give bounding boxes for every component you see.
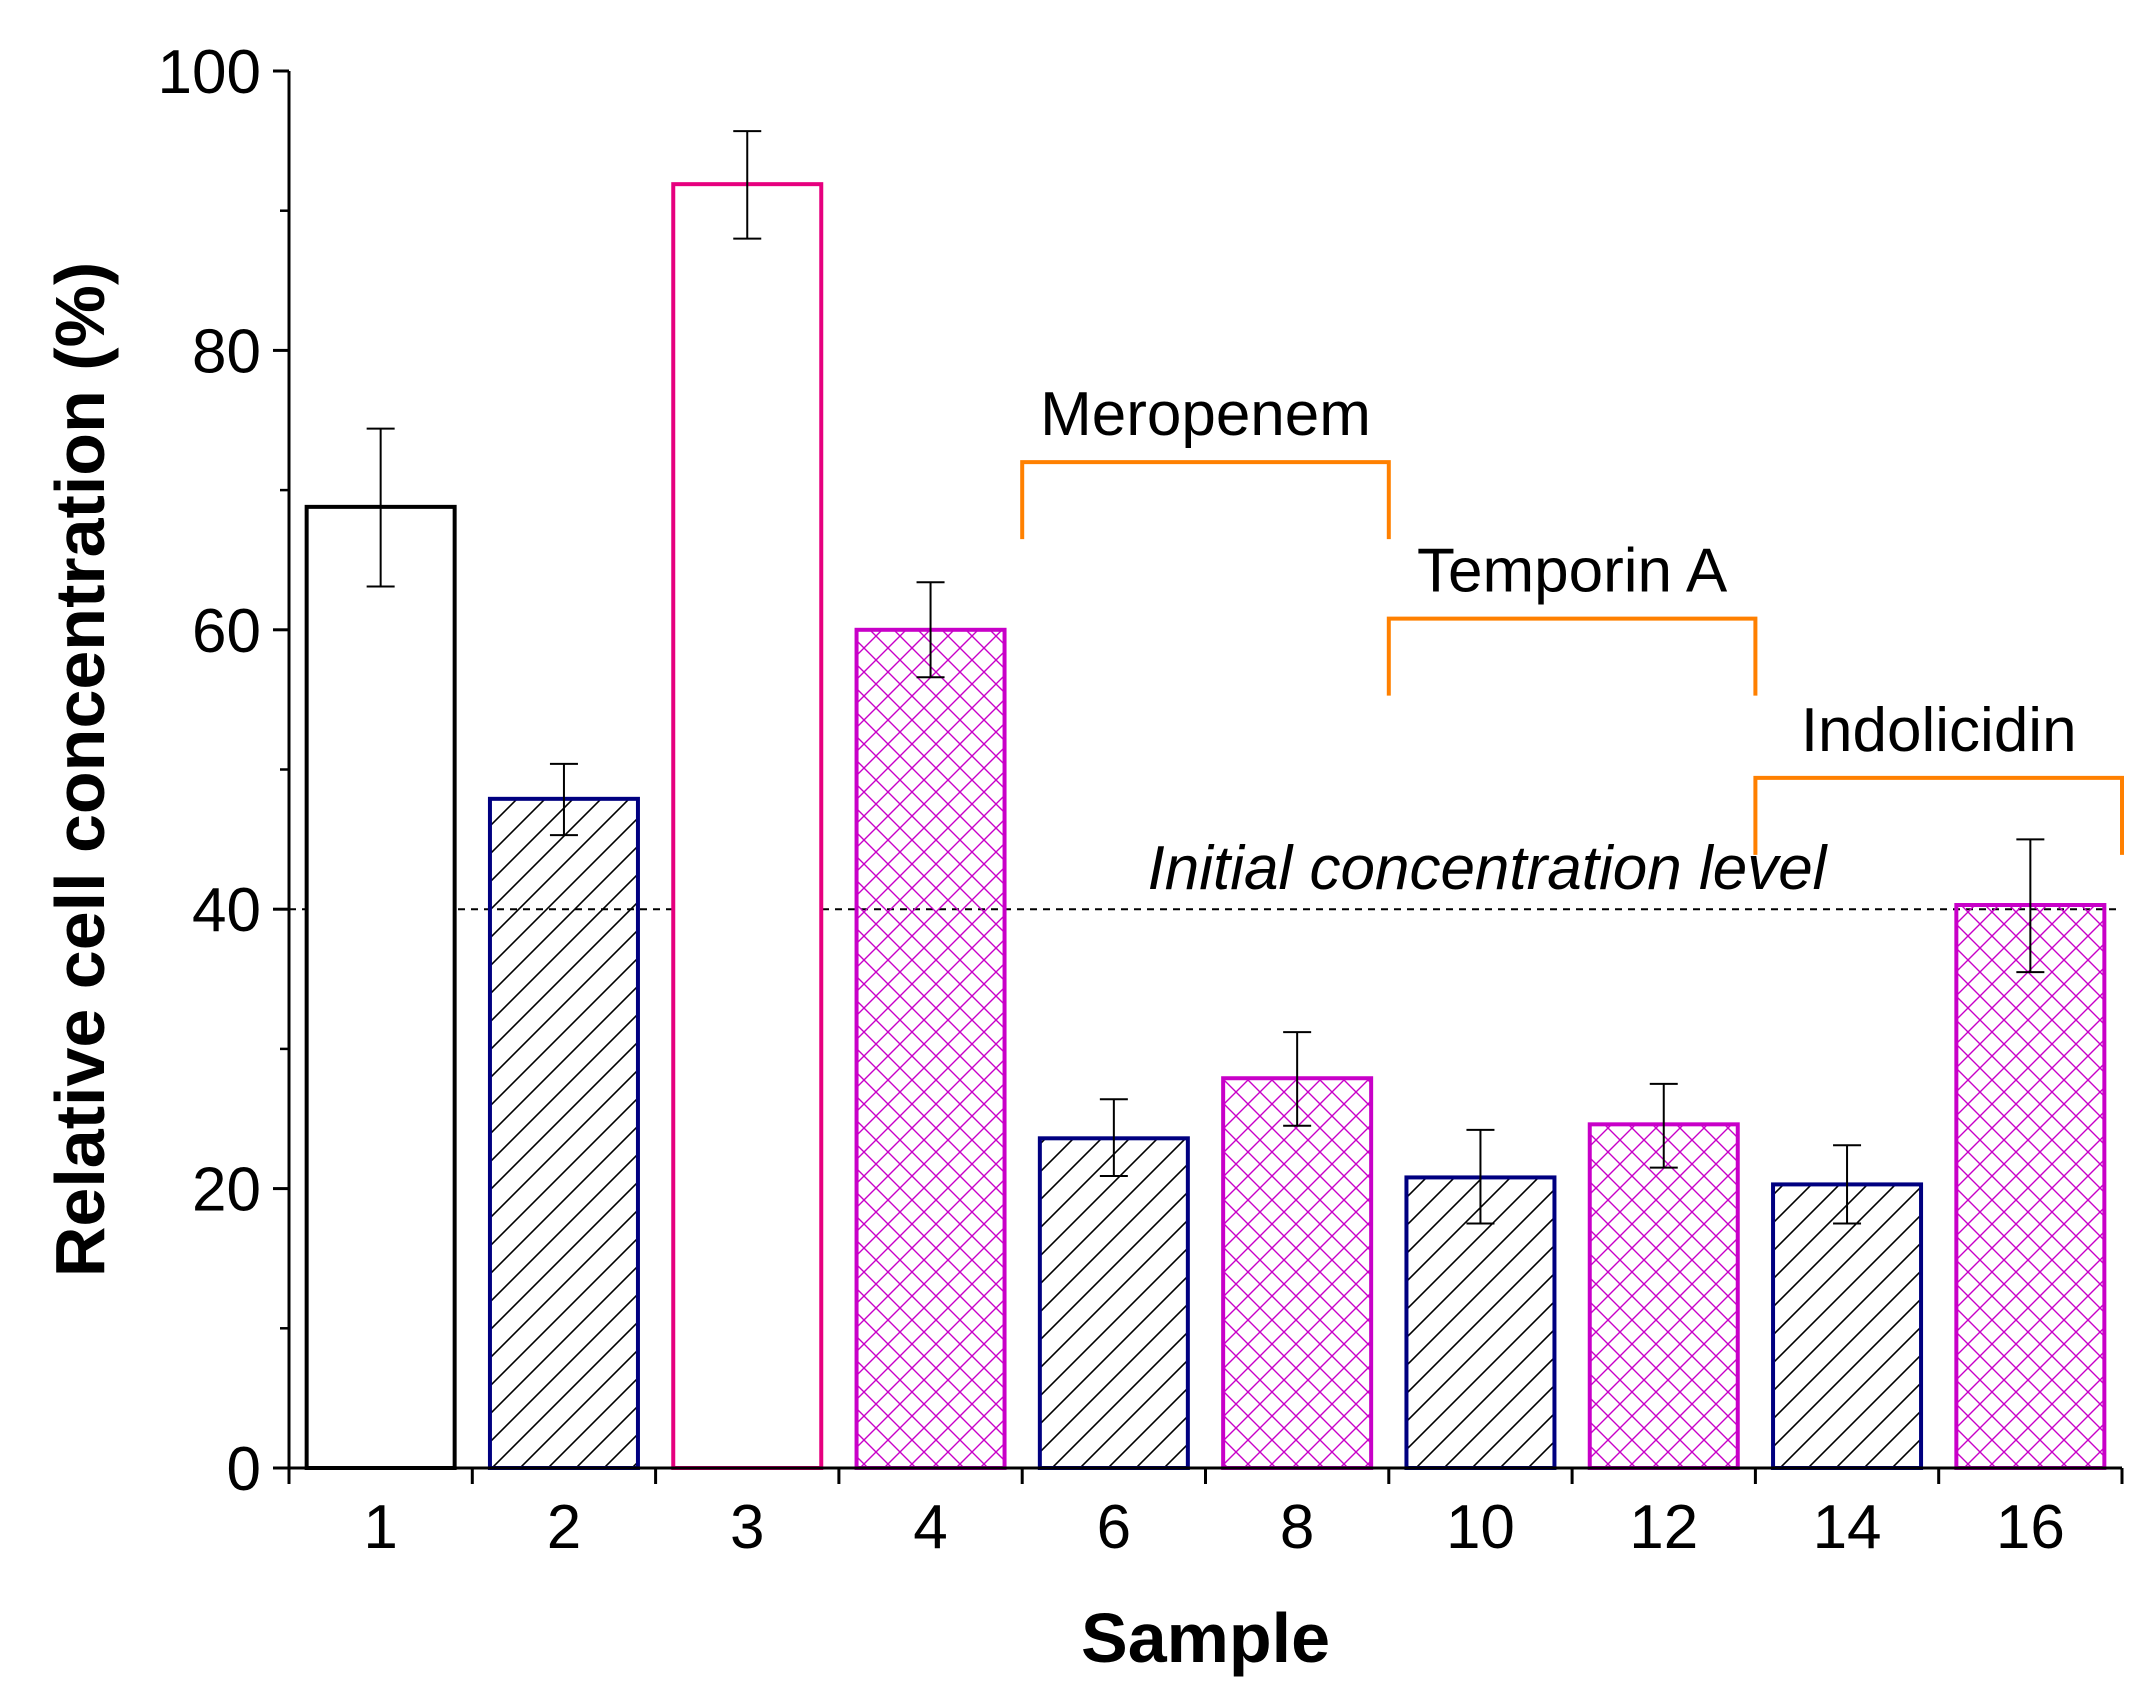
y-tick-label: 80: [192, 317, 261, 386]
x-tick-label-1: 1: [363, 1493, 397, 1562]
error-bars-layer: [366, 130, 2045, 1225]
x-tick-label-4: 4: [913, 1493, 947, 1562]
x-tick-label-3: 3: [730, 1493, 764, 1562]
group-bracket-1: [1020, 460, 1391, 540]
y-axis-title: Relative cell concentration (%): [41, 262, 119, 1277]
y-tick-label: 100: [158, 38, 261, 107]
bars-layer: [304, 182, 2107, 1471]
x-tick-label-12: 12: [1629, 1493, 1698, 1562]
bar-sample-2: [487, 796, 640, 1470]
y-tick-label: 40: [192, 876, 261, 945]
bar-sample-14: [1771, 1182, 1924, 1471]
bar-sample-3: [671, 182, 824, 1471]
x-tick-label-8: 8: [1280, 1493, 1314, 1562]
x-tick-label-14: 14: [1813, 1493, 1882, 1562]
x-tick-label-16: 16: [1996, 1493, 2065, 1562]
y-tick-label: 20: [192, 1156, 261, 1225]
bar-sample-8: [1221, 1076, 1374, 1471]
group-brackets-layer: Meropenem Temporin A Indolicidin: [1020, 380, 2124, 855]
bar-sample-16: [1954, 903, 2107, 1470]
bar-sample-1: [304, 504, 457, 1470]
group-label-3: Indolicidin: [1801, 696, 2077, 765]
y-tick-label: 60: [192, 597, 261, 666]
group-bracket-2: [1386, 616, 1758, 696]
bar-sample-4: [854, 627, 1007, 1470]
bar-sample-12: [1587, 1122, 1740, 1470]
y-tick-label: 0: [227, 1435, 261, 1504]
x-axis-title: Sample: [1081, 1599, 1330, 1677]
x-tick-label-10: 10: [1446, 1493, 1515, 1562]
group-bracket-3: [1753, 775, 2124, 855]
group-label-1: Meropenem: [1040, 380, 1371, 449]
x-tick-label-2: 2: [547, 1493, 581, 1562]
bar-sample-6: [1037, 1136, 1190, 1470]
x-tick-label-6: 6: [1097, 1493, 1131, 1562]
reference-line-label: Initial concentration level: [1148, 834, 1829, 903]
group-label-2: Temporin A: [1417, 537, 1728, 606]
